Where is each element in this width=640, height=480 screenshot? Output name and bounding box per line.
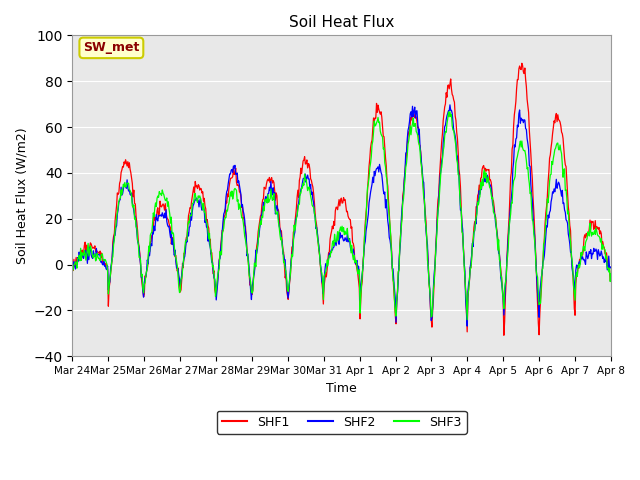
Text: SW_met: SW_met xyxy=(83,41,140,54)
SHF1 xyxy=(407,114,415,120)
SHF3 xyxy=(463,317,471,323)
Y-axis label: Soil Heat Flux (W/m2): Soil Heat Flux (W/m2) xyxy=(15,128,28,264)
X-axis label: Time: Time xyxy=(326,382,357,395)
SHF2 xyxy=(217,246,225,252)
SHF1 xyxy=(217,243,225,249)
SHF1 xyxy=(134,228,141,233)
SHF3 xyxy=(68,268,76,274)
SHF2 xyxy=(423,236,431,242)
SHF2 xyxy=(78,251,86,256)
Line: SHF1: SHF1 xyxy=(72,63,611,336)
SHF2 xyxy=(134,238,141,243)
SHF1 xyxy=(518,60,525,66)
SHF3 xyxy=(423,234,431,240)
Title: Soil Heat Flux: Soil Heat Flux xyxy=(289,15,394,30)
SHF1 xyxy=(78,247,86,253)
SHF2 xyxy=(463,323,471,329)
SHF2 xyxy=(607,264,615,270)
SHF2 xyxy=(188,209,196,215)
SHF3 xyxy=(78,250,86,256)
Legend: SHF1, SHF2, SHF3: SHF1, SHF2, SHF3 xyxy=(217,411,467,434)
Line: SHF2: SHF2 xyxy=(72,105,611,326)
Line: SHF3: SHF3 xyxy=(72,112,611,320)
SHF1 xyxy=(607,278,615,284)
SHF3 xyxy=(407,132,415,138)
SHF2 xyxy=(68,267,76,273)
SHF2 xyxy=(407,109,415,115)
SHF3 xyxy=(134,237,141,243)
SHF3 xyxy=(607,271,615,276)
SHF2 xyxy=(446,102,454,108)
SHF3 xyxy=(446,109,454,115)
SHF3 xyxy=(217,252,225,257)
SHF3 xyxy=(188,201,196,206)
SHF1 xyxy=(68,266,76,272)
SHF1 xyxy=(500,333,508,338)
SHF1 xyxy=(188,194,196,200)
SHF1 xyxy=(423,237,431,243)
